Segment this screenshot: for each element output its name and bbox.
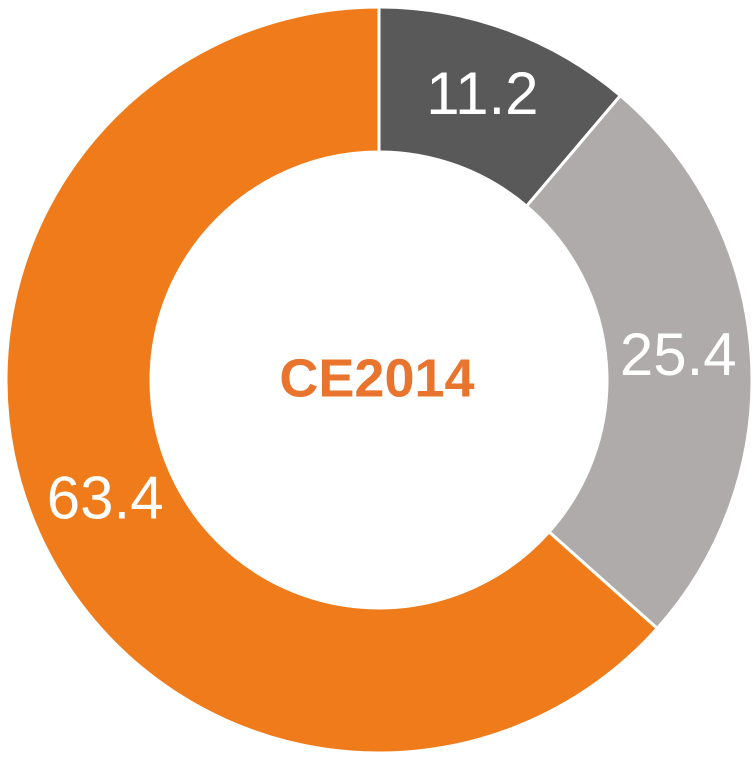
chart-title: CE2014: [279, 348, 474, 408]
value-label: 11.2: [426, 60, 538, 127]
value-label: 25.4: [620, 321, 737, 388]
donut-slice: [4, 5, 660, 755]
donut: [4, 5, 754, 755]
donut-slice: [524, 93, 754, 631]
value-label: 63.4: [47, 464, 164, 531]
